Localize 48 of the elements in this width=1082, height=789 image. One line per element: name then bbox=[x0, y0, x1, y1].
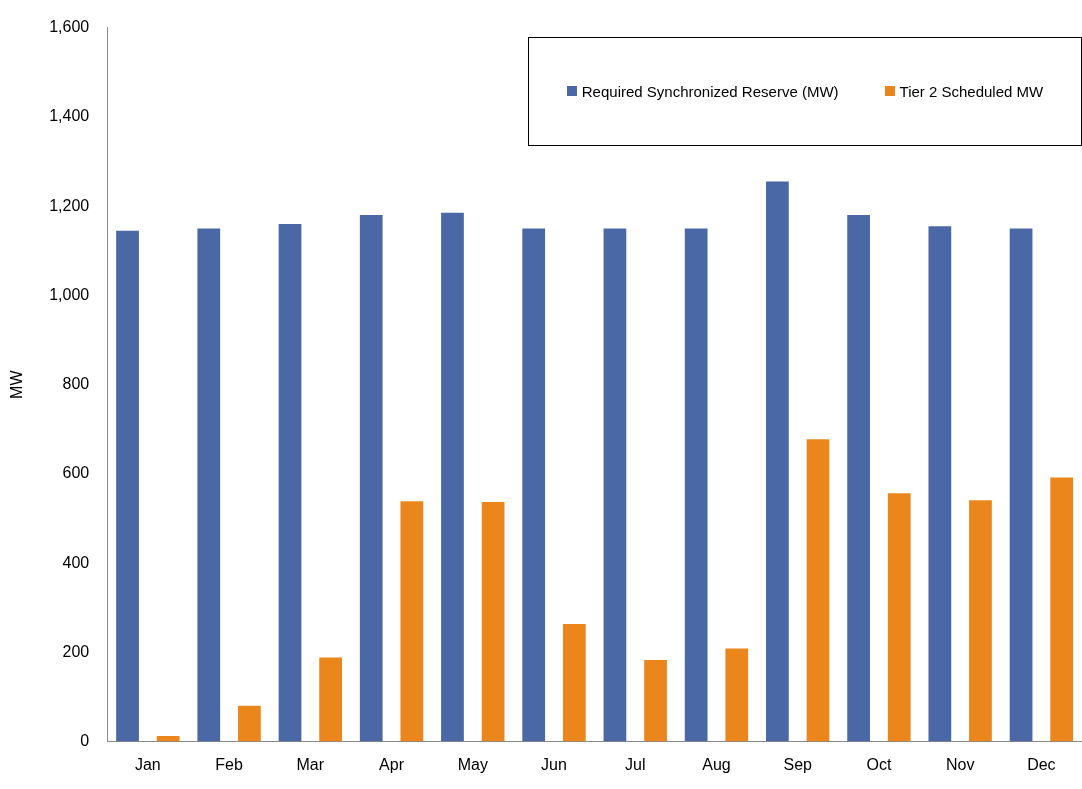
bar bbox=[684, 228, 708, 742]
x-tick-label: Jan bbox=[134, 755, 161, 773]
bar bbox=[969, 500, 992, 742]
bar bbox=[806, 439, 830, 742]
legend-label: Tier 2 Scheduled MW bbox=[899, 82, 1044, 100]
x-tick-label: Oct bbox=[866, 755, 892, 773]
y-tick-label: 1,600 bbox=[49, 18, 90, 36]
bar bbox=[1050, 477, 1074, 742]
bar bbox=[116, 230, 139, 742]
x-tick-label: Jun bbox=[541, 755, 567, 773]
bar bbox=[847, 215, 870, 742]
x-tick-label: Jul bbox=[625, 755, 646, 773]
x-tick-label: Feb bbox=[215, 755, 243, 773]
bar bbox=[197, 228, 221, 742]
bar bbox=[238, 705, 261, 742]
y-tick-label: 800 bbox=[62, 375, 90, 393]
y-axis-title: MW bbox=[8, 369, 26, 399]
y-tick-label: 600 bbox=[62, 464, 90, 482]
bar bbox=[400, 501, 424, 742]
bar bbox=[278, 224, 302, 742]
y-tick-label: 0 bbox=[80, 732, 90, 750]
bar bbox=[766, 181, 789, 742]
bar bbox=[562, 623, 586, 742]
bar bbox=[887, 493, 911, 742]
bar bbox=[644, 660, 667, 742]
bar bbox=[725, 648, 749, 742]
bar bbox=[522, 228, 546, 742]
y-tick-label: 400 bbox=[62, 553, 90, 571]
x-tick-label: Nov bbox=[945, 755, 975, 773]
x-tick-label: Aug bbox=[702, 755, 731, 773]
x-tick-label: May bbox=[457, 755, 488, 773]
x-tick-label: Dec bbox=[1027, 755, 1056, 773]
bar bbox=[156, 736, 180, 742]
bar bbox=[928, 226, 952, 742]
bar bbox=[1009, 228, 1033, 742]
y-tick-label: 1,400 bbox=[49, 107, 90, 125]
x-tick-label: Sep bbox=[783, 755, 813, 773]
legend-label: Required Synchronized Reserve (MW) bbox=[581, 82, 839, 100]
bar bbox=[359, 215, 383, 742]
bar bbox=[319, 657, 342, 742]
bar bbox=[441, 212, 464, 742]
bar bbox=[481, 502, 505, 742]
y-tick-label: 1,000 bbox=[49, 285, 90, 303]
bar bbox=[603, 228, 627, 742]
y-tick-label: 200 bbox=[62, 642, 90, 660]
y-tick-label: 1,200 bbox=[49, 196, 90, 214]
x-tick-label: Mar bbox=[296, 755, 325, 773]
x-tick-label: Apr bbox=[379, 755, 405, 773]
